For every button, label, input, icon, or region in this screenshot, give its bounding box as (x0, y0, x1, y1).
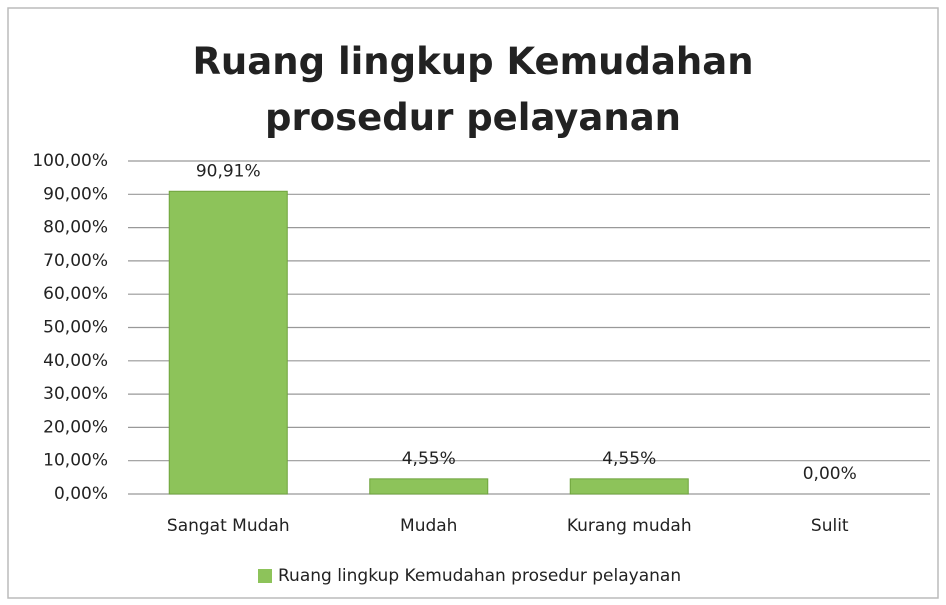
chart-border (7, 7, 939, 599)
data-label: 4,55% (602, 449, 656, 469)
data-label: 4,55% (402, 449, 456, 469)
y-tick-label: 10,00% (43, 451, 108, 471)
x-tick-label: Kurang mudah (567, 516, 692, 536)
x-tick-label: Sangat Mudah (167, 516, 290, 536)
bar (369, 478, 489, 495)
chart-title: Ruang lingkup Kemudahan prosedur pelayan… (192, 40, 754, 139)
y-tick-label: 100,00% (32, 151, 108, 171)
y-tick-label: 90,00% (43, 184, 108, 204)
y-tick-label: 30,00% (43, 384, 108, 404)
y-tick-label: 50,00% (43, 318, 108, 338)
x-tick-label: Sulit (811, 516, 849, 536)
data-label: 90,91% (196, 161, 261, 181)
y-tick-label: 20,00% (43, 417, 108, 437)
y-tick-label: 80,00% (43, 218, 108, 238)
x-tick-label: Mudah (400, 516, 457, 536)
y-tick-label: 70,00% (43, 251, 108, 271)
y-tick-label: 0,00% (54, 484, 108, 504)
y-tick-label: 60,00% (43, 284, 108, 304)
bar (569, 478, 689, 495)
bar (168, 190, 288, 495)
data-label: 0,00% (803, 464, 857, 484)
y-tick-label: 40,00% (43, 351, 108, 371)
legend-label: Ruang lingkup Kemudahan prosedur pelayan… (278, 566, 681, 586)
legend-swatch (258, 569, 272, 583)
